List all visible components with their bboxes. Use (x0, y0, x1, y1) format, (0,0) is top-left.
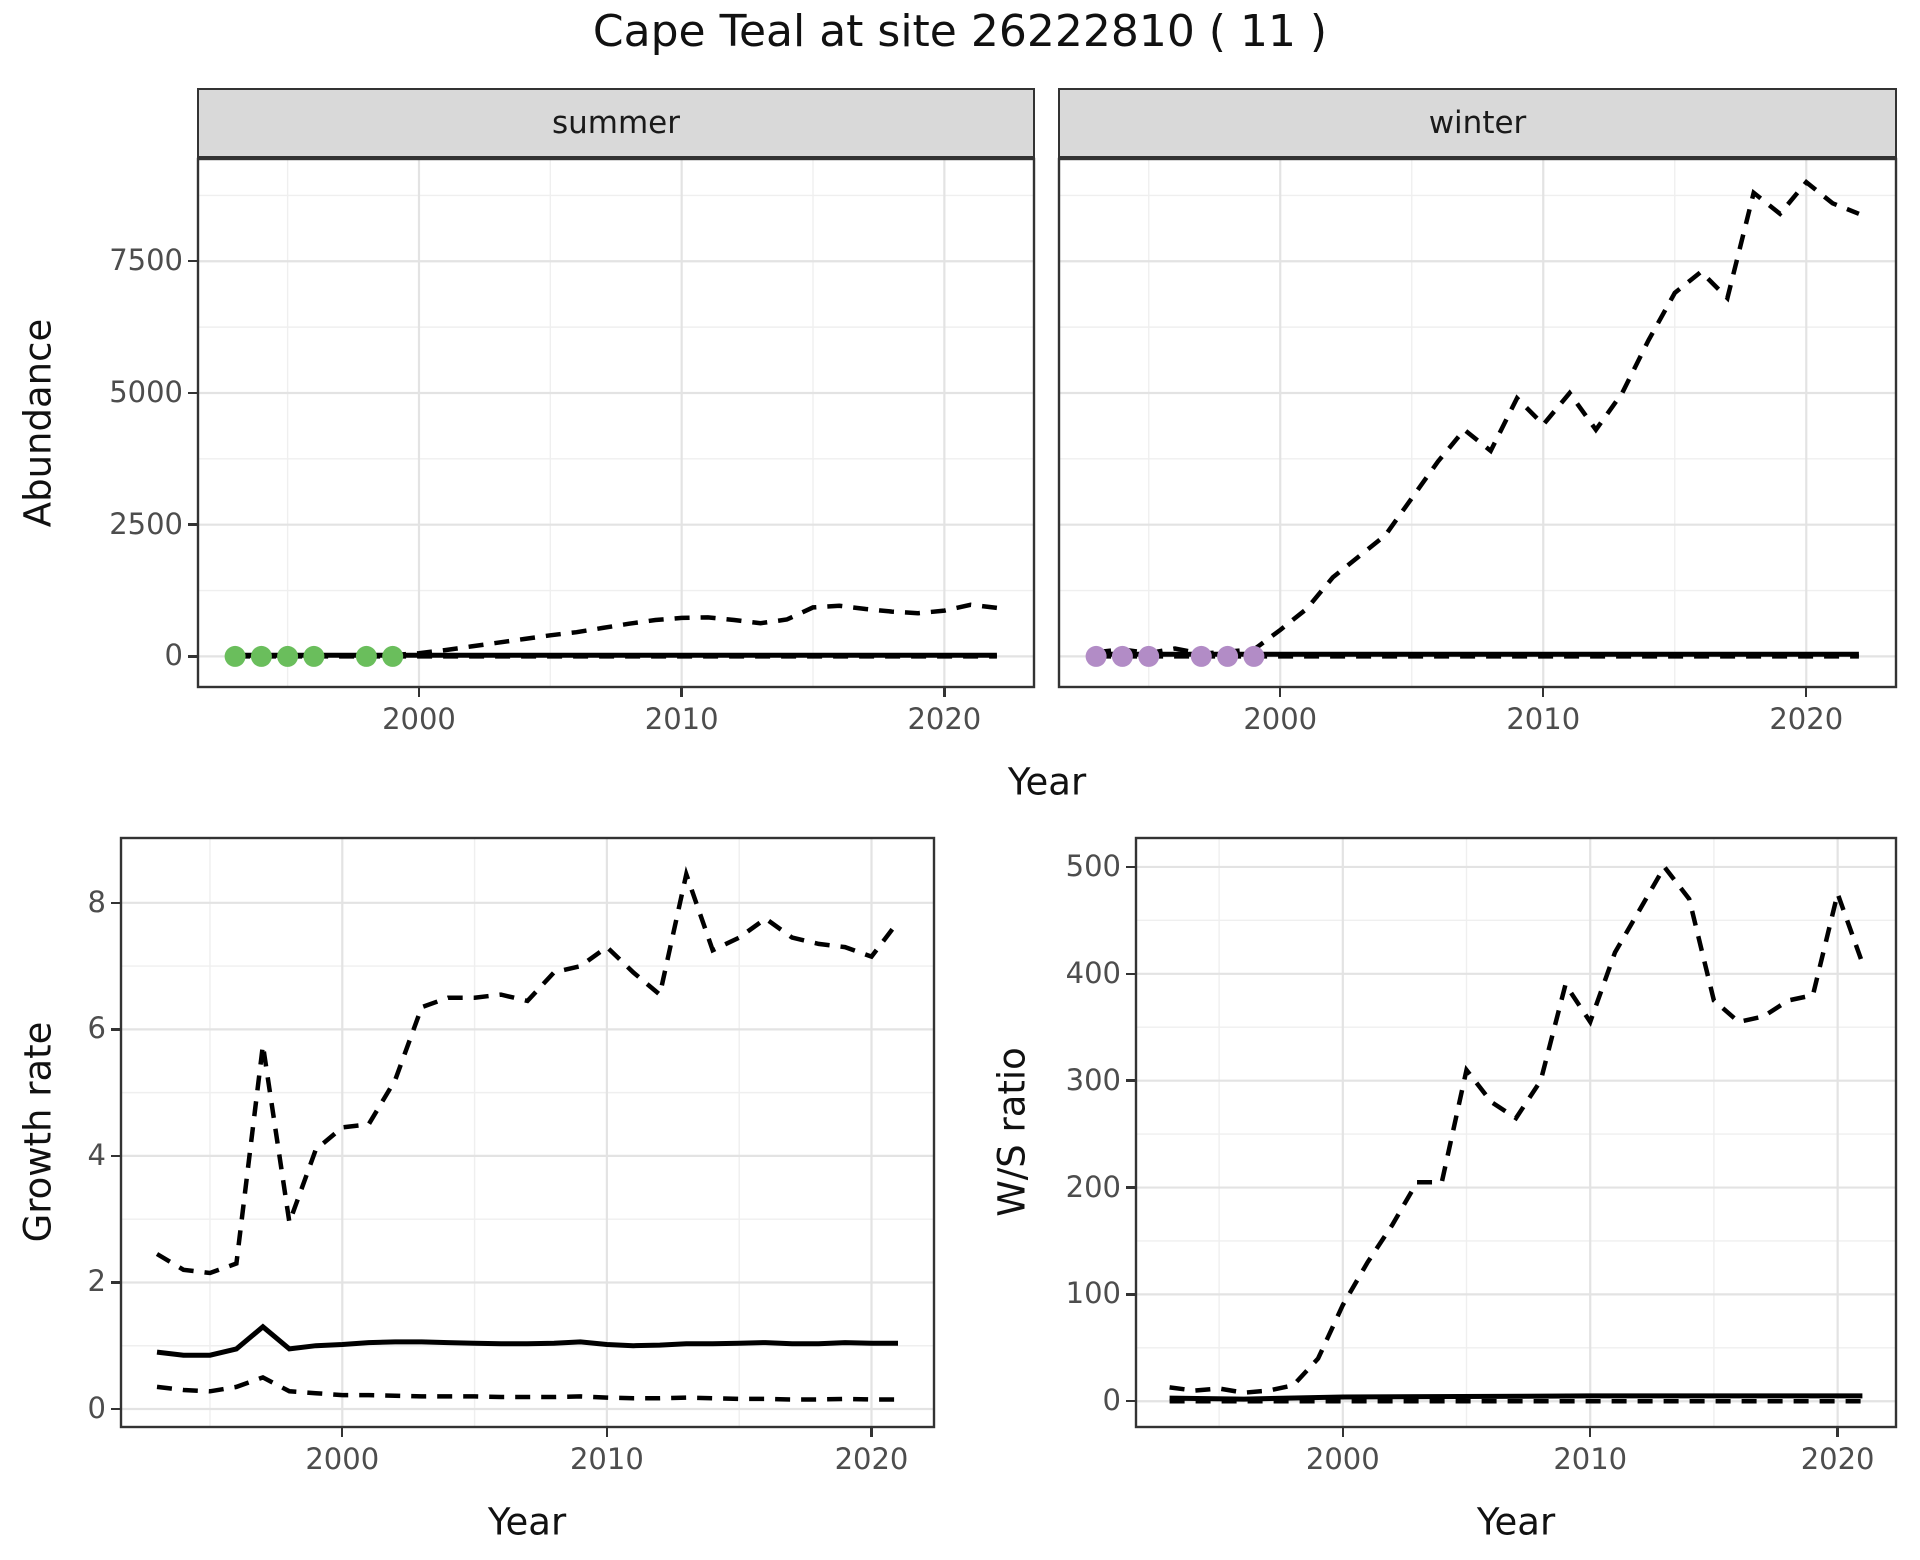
y-tick-label: 6 (87, 1011, 106, 1046)
x-tick-mark (870, 1428, 873, 1437)
x-tick-label: 2020 (907, 702, 982, 736)
growth-rate-estimate-line (156, 1323, 898, 1358)
y-tick-mark (188, 523, 197, 526)
x-axis-title-year-ws: Year (1476, 1500, 1556, 1544)
y-axis-title-abundance: Abundance (16, 318, 60, 528)
x-tick-mark (1805, 688, 1808, 697)
y-tick-mark (111, 901, 120, 904)
panel-abundance-summer (196, 157, 1036, 689)
y-tick-label: 500 (1065, 848, 1121, 883)
y-tick-label: 0 (1102, 1383, 1121, 1418)
panel-border (1134, 836, 1898, 1429)
abundance-summer-observed-point (303, 645, 325, 667)
x-tick-label: 2000 (305, 1442, 380, 1476)
abundance-summer-observed-point (382, 645, 404, 667)
growth-rate-upper-ci-line (155, 866, 900, 1276)
x-axis-title-year-top: Year (1007, 760, 1087, 804)
facet-strip-summer: summer (197, 88, 1035, 158)
y-tick-mark (111, 1407, 120, 1411)
y-tick-mark (1126, 972, 1135, 975)
y-tick-mark (111, 1154, 120, 1158)
abundance-winter-observed-point (1085, 645, 1107, 667)
y-tick-label: 8 (87, 884, 106, 919)
panel-border (119, 836, 936, 1429)
abundance-winter-upper-ci-line (1095, 179, 1860, 657)
abundance-winter-observed-point (1190, 645, 1212, 667)
x-tick-label: 2010 (644, 702, 719, 736)
panel-border (196, 157, 1036, 689)
y-tick-label: 0 (87, 1391, 106, 1426)
y-tick-mark (188, 260, 197, 263)
panel-background (120, 837, 935, 1428)
x-tick-label: 2000 (382, 702, 456, 736)
x-tick-label: 2010 (1553, 1442, 1628, 1476)
y-tick-label: 0 (164, 638, 183, 673)
y-tick-label: 100 (1065, 1276, 1121, 1311)
ws-ratio-estimate-line (1169, 1393, 1863, 1402)
y-tick-mark (188, 391, 197, 395)
y-tick-label: 2 (87, 1264, 106, 1299)
y-tick-mark (1126, 1079, 1135, 1082)
y-tick-mark (111, 1281, 120, 1284)
y-tick-mark (1126, 1186, 1135, 1189)
x-tick-label: 2010 (1506, 702, 1581, 736)
x-tick-label: 2000 (1305, 1442, 1380, 1476)
y-tick-mark (1126, 1400, 1135, 1403)
y-tick-mark (188, 655, 197, 658)
y-tick-label: 300 (1065, 1062, 1121, 1097)
figure-title: Cape Teal at site 26222810 ( 11 ) (592, 6, 1328, 57)
abundance-summer-observed-point (277, 645, 299, 667)
panel-background (1135, 837, 1897, 1428)
panel-abundance-winter (1057, 157, 1898, 689)
x-tick-label: 2000 (1243, 702, 1318, 736)
x-tick-label: 2010 (569, 1442, 644, 1476)
y-tick-label: 400 (1065, 955, 1121, 990)
panel-growth-rate (119, 836, 936, 1429)
y-tick-mark (1126, 1293, 1135, 1296)
abundance-winter-observed-point (1111, 645, 1133, 667)
y-tick-label: 2500 (109, 506, 183, 541)
y-tick-mark (111, 1028, 120, 1031)
facet-strip-winter: winter (1058, 88, 1897, 158)
y-tick-label: 5000 (109, 374, 183, 409)
panel-border (1057, 157, 1898, 689)
y-tick-mark (1126, 865, 1135, 869)
x-tick-mark (680, 688, 683, 697)
abundance-winter-observed-point (1217, 645, 1239, 667)
facet-strip-label: winter (1428, 105, 1527, 141)
facet-strip-label: summer (551, 105, 680, 141)
panel-ws-ratio (1134, 836, 1898, 1429)
panel-background (1058, 158, 1897, 688)
abundance-winter-observed-point (1138, 645, 1160, 667)
x-tick-mark (1341, 1428, 1344, 1437)
x-tick-label: 2020 (1769, 702, 1844, 736)
abundance-winter-observed-point (1243, 645, 1265, 667)
abundance-summer-observed-point (250, 645, 272, 667)
growth-rate-lower-ci-line (156, 1374, 898, 1402)
y-axis-title-growth-rate: Growth rate (16, 1021, 60, 1243)
ws-ratio-upper-ci-line (1169, 862, 1865, 1395)
panel-background (197, 158, 1035, 688)
x-tick-label: 2020 (1800, 1442, 1875, 1476)
x-tick-mark (605, 1428, 609, 1437)
x-tick-mark (1542, 688, 1545, 697)
x-axis-title-year-growth: Year (487, 1500, 567, 1544)
y-tick-label: 7500 (109, 243, 183, 278)
y-tick-label: 200 (1065, 1169, 1121, 1204)
abundance-summer-observed-point (224, 645, 246, 667)
x-tick-mark (1836, 1428, 1839, 1437)
x-tick-mark (1589, 1428, 1592, 1437)
x-tick-mark (341, 1428, 344, 1437)
abundance-summer-observed-point (355, 645, 377, 667)
x-tick-mark (417, 688, 421, 697)
y-tick-label: 4 (87, 1137, 106, 1172)
x-tick-mark (1279, 688, 1282, 697)
x-tick-mark (943, 688, 946, 697)
x-tick-label: 2020 (834, 1442, 909, 1476)
